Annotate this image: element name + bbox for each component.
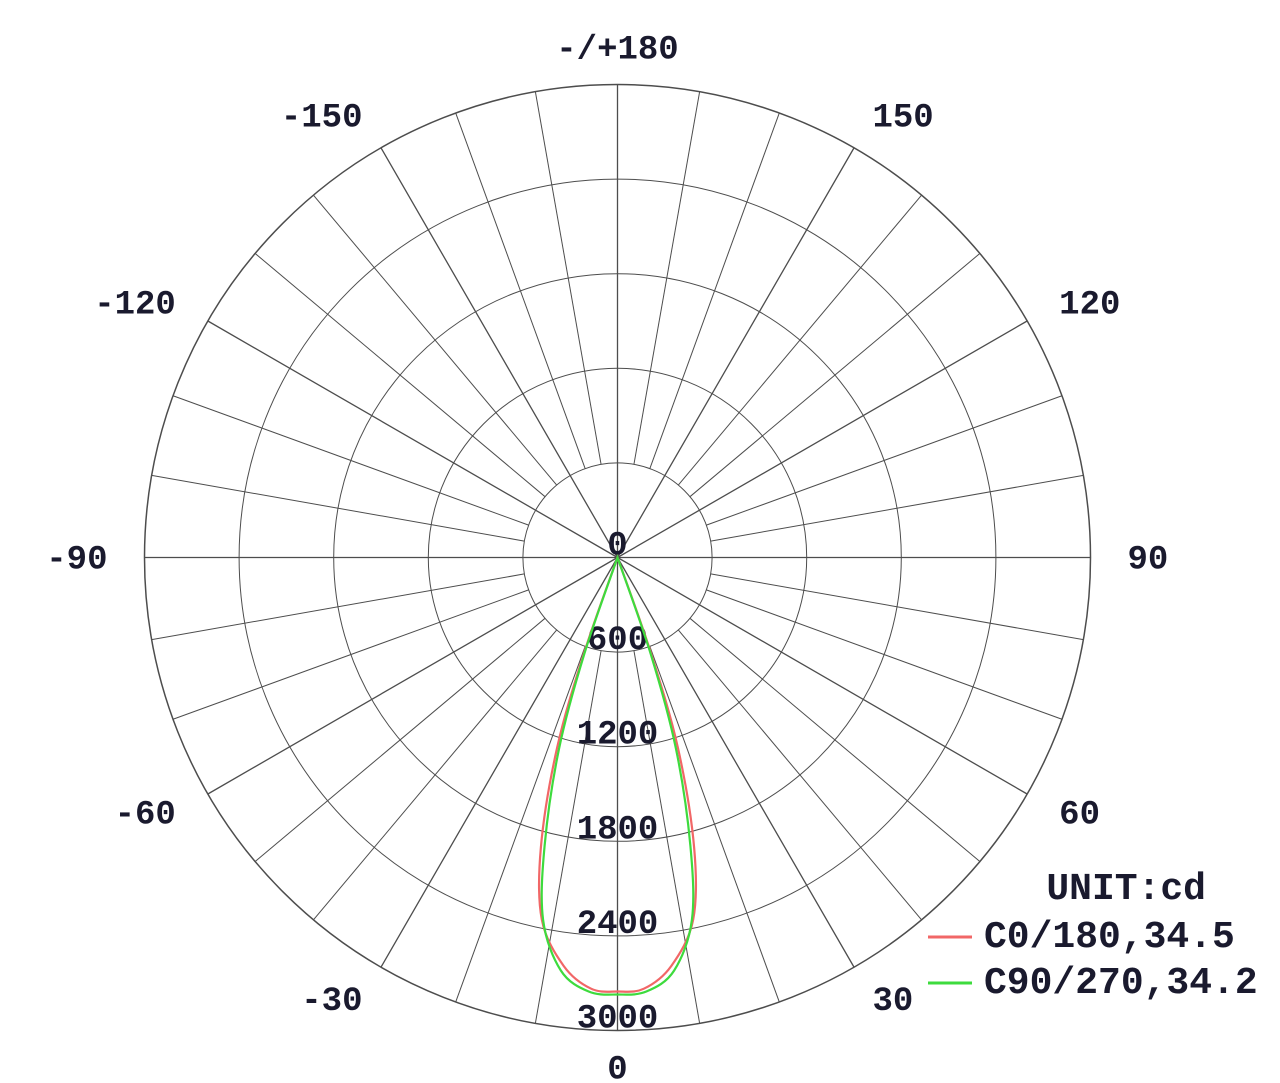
svg-text:90: 90 [1128,541,1169,579]
svg-text:-30: -30 [301,983,362,1021]
svg-text:-/+180: -/+180 [556,31,678,69]
svg-text:UNIT:cd: UNIT:cd [1046,868,1206,911]
svg-text:150: 150 [873,100,934,138]
svg-text:C0/180,34.5: C0/180,34.5 [984,916,1235,959]
svg-text:C90/270,34.2: C90/270,34.2 [984,962,1258,1005]
svg-text:-90: -90 [46,541,107,579]
svg-text:1800: 1800 [577,811,659,849]
svg-text:-60: -60 [115,796,176,834]
svg-text:3000: 3000 [577,1001,659,1039]
svg-text:0: 0 [607,1051,627,1083]
svg-text:-150: -150 [281,100,363,138]
svg-text:-120: -120 [94,286,176,324]
svg-text:2400: 2400 [577,906,659,944]
svg-text:30: 30 [873,983,914,1021]
svg-text:120: 120 [1059,286,1120,324]
svg-text:600: 600 [587,622,648,660]
svg-text:60: 60 [1059,796,1100,834]
svg-text:1200: 1200 [577,717,659,755]
